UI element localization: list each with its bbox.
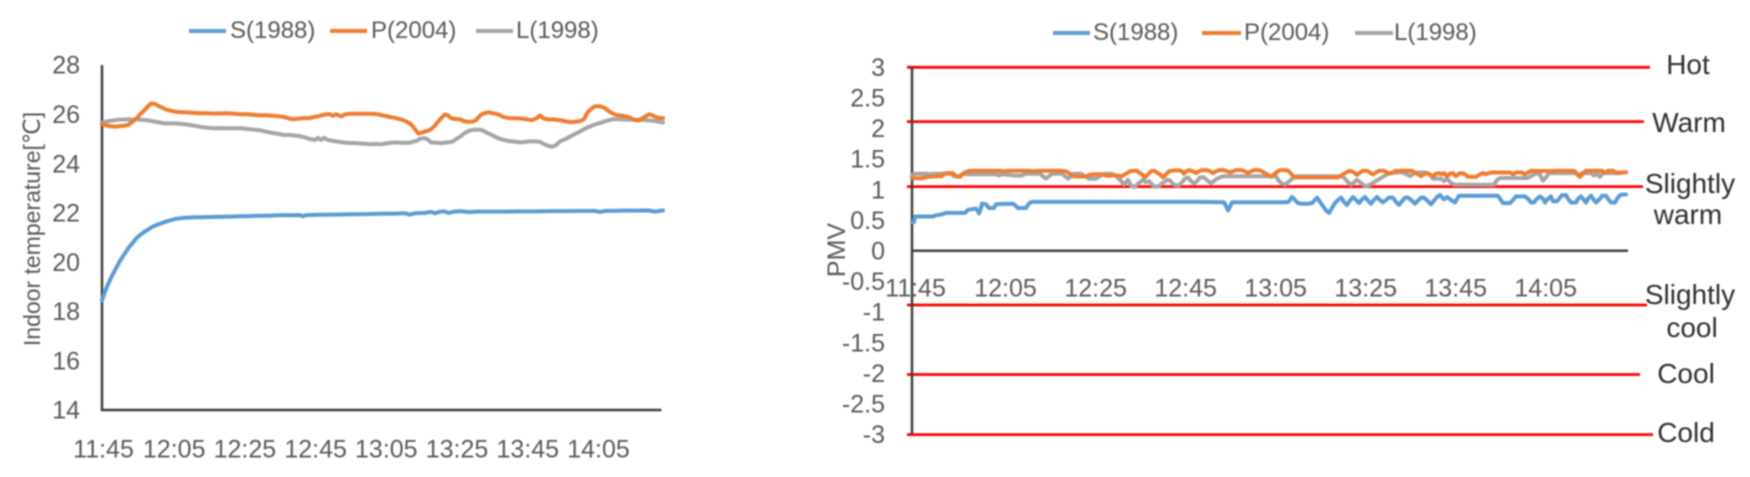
svg-text:12:45: 12:45 — [1154, 275, 1217, 303]
svg-text:-2: -2 — [863, 360, 885, 388]
svg-text:L(1998): L(1998) — [516, 17, 599, 44]
svg-text:12:25: 12:25 — [214, 436, 277, 464]
svg-text:0.5: 0.5 — [850, 207, 885, 235]
svg-text:P(2004): P(2004) — [371, 17, 456, 44]
svg-text:13:25: 13:25 — [426, 436, 489, 464]
svg-text:Warm: Warm — [1652, 107, 1726, 138]
svg-text:P(2004): P(2004) — [1244, 19, 1329, 46]
svg-text:26: 26 — [52, 101, 80, 129]
svg-text:S(1988): S(1988) — [230, 17, 315, 44]
svg-text:14:05: 14:05 — [567, 436, 630, 464]
svg-text:20: 20 — [52, 249, 80, 277]
svg-text:L(1998): L(1998) — [1394, 19, 1477, 46]
svg-text:0: 0 — [871, 238, 885, 266]
svg-text:Slightly: Slightly — [1645, 279, 1735, 310]
svg-text:-0.5: -0.5 — [842, 268, 885, 296]
svg-text:-3: -3 — [863, 421, 885, 449]
svg-text:22: 22 — [52, 200, 80, 228]
svg-text:12:45: 12:45 — [284, 436, 347, 464]
svg-text:16: 16 — [52, 347, 80, 375]
svg-text:2: 2 — [871, 115, 885, 143]
svg-text:12:05: 12:05 — [143, 436, 206, 464]
svg-text:18: 18 — [52, 298, 80, 326]
svg-text:warm: warm — [1653, 199, 1722, 230]
svg-text:-2.5: -2.5 — [842, 390, 885, 418]
svg-text:PMV: PMV — [823, 223, 851, 278]
svg-text:Indoor temperature[℃]: Indoor temperature[℃] — [19, 112, 45, 346]
svg-text:Slightly: Slightly — [1645, 168, 1735, 199]
svg-text:1.5: 1.5 — [850, 146, 885, 174]
svg-text:13:05: 13:05 — [355, 436, 418, 464]
svg-text:14: 14 — [52, 397, 80, 425]
svg-text:-1: -1 — [863, 299, 885, 327]
svg-text:11:45: 11:45 — [73, 436, 134, 464]
svg-text:13:45: 13:45 — [1424, 275, 1487, 303]
svg-text:Cool: Cool — [1657, 358, 1715, 389]
svg-text:24: 24 — [52, 150, 80, 178]
svg-text:12:05: 12:05 — [974, 275, 1037, 303]
svg-text:11:45: 11:45 — [885, 275, 946, 303]
svg-text:Cold: Cold — [1657, 417, 1715, 448]
svg-text:-1.5: -1.5 — [842, 329, 885, 357]
svg-text:Hot: Hot — [1666, 49, 1710, 80]
svg-text:14:05: 14:05 — [1514, 275, 1577, 303]
svg-text:13:05: 13:05 — [1244, 275, 1307, 303]
svg-text:3: 3 — [871, 54, 885, 82]
svg-text:2.5: 2.5 — [850, 85, 885, 113]
svg-text:13:25: 13:25 — [1334, 275, 1397, 303]
svg-text:12:25: 12:25 — [1064, 275, 1127, 303]
svg-text:1: 1 — [871, 176, 885, 204]
svg-text:28: 28 — [52, 52, 80, 80]
svg-text:S(1988): S(1988) — [1093, 19, 1178, 46]
svg-text:cool: cool — [1666, 312, 1717, 343]
svg-text:13:45: 13:45 — [497, 436, 560, 464]
